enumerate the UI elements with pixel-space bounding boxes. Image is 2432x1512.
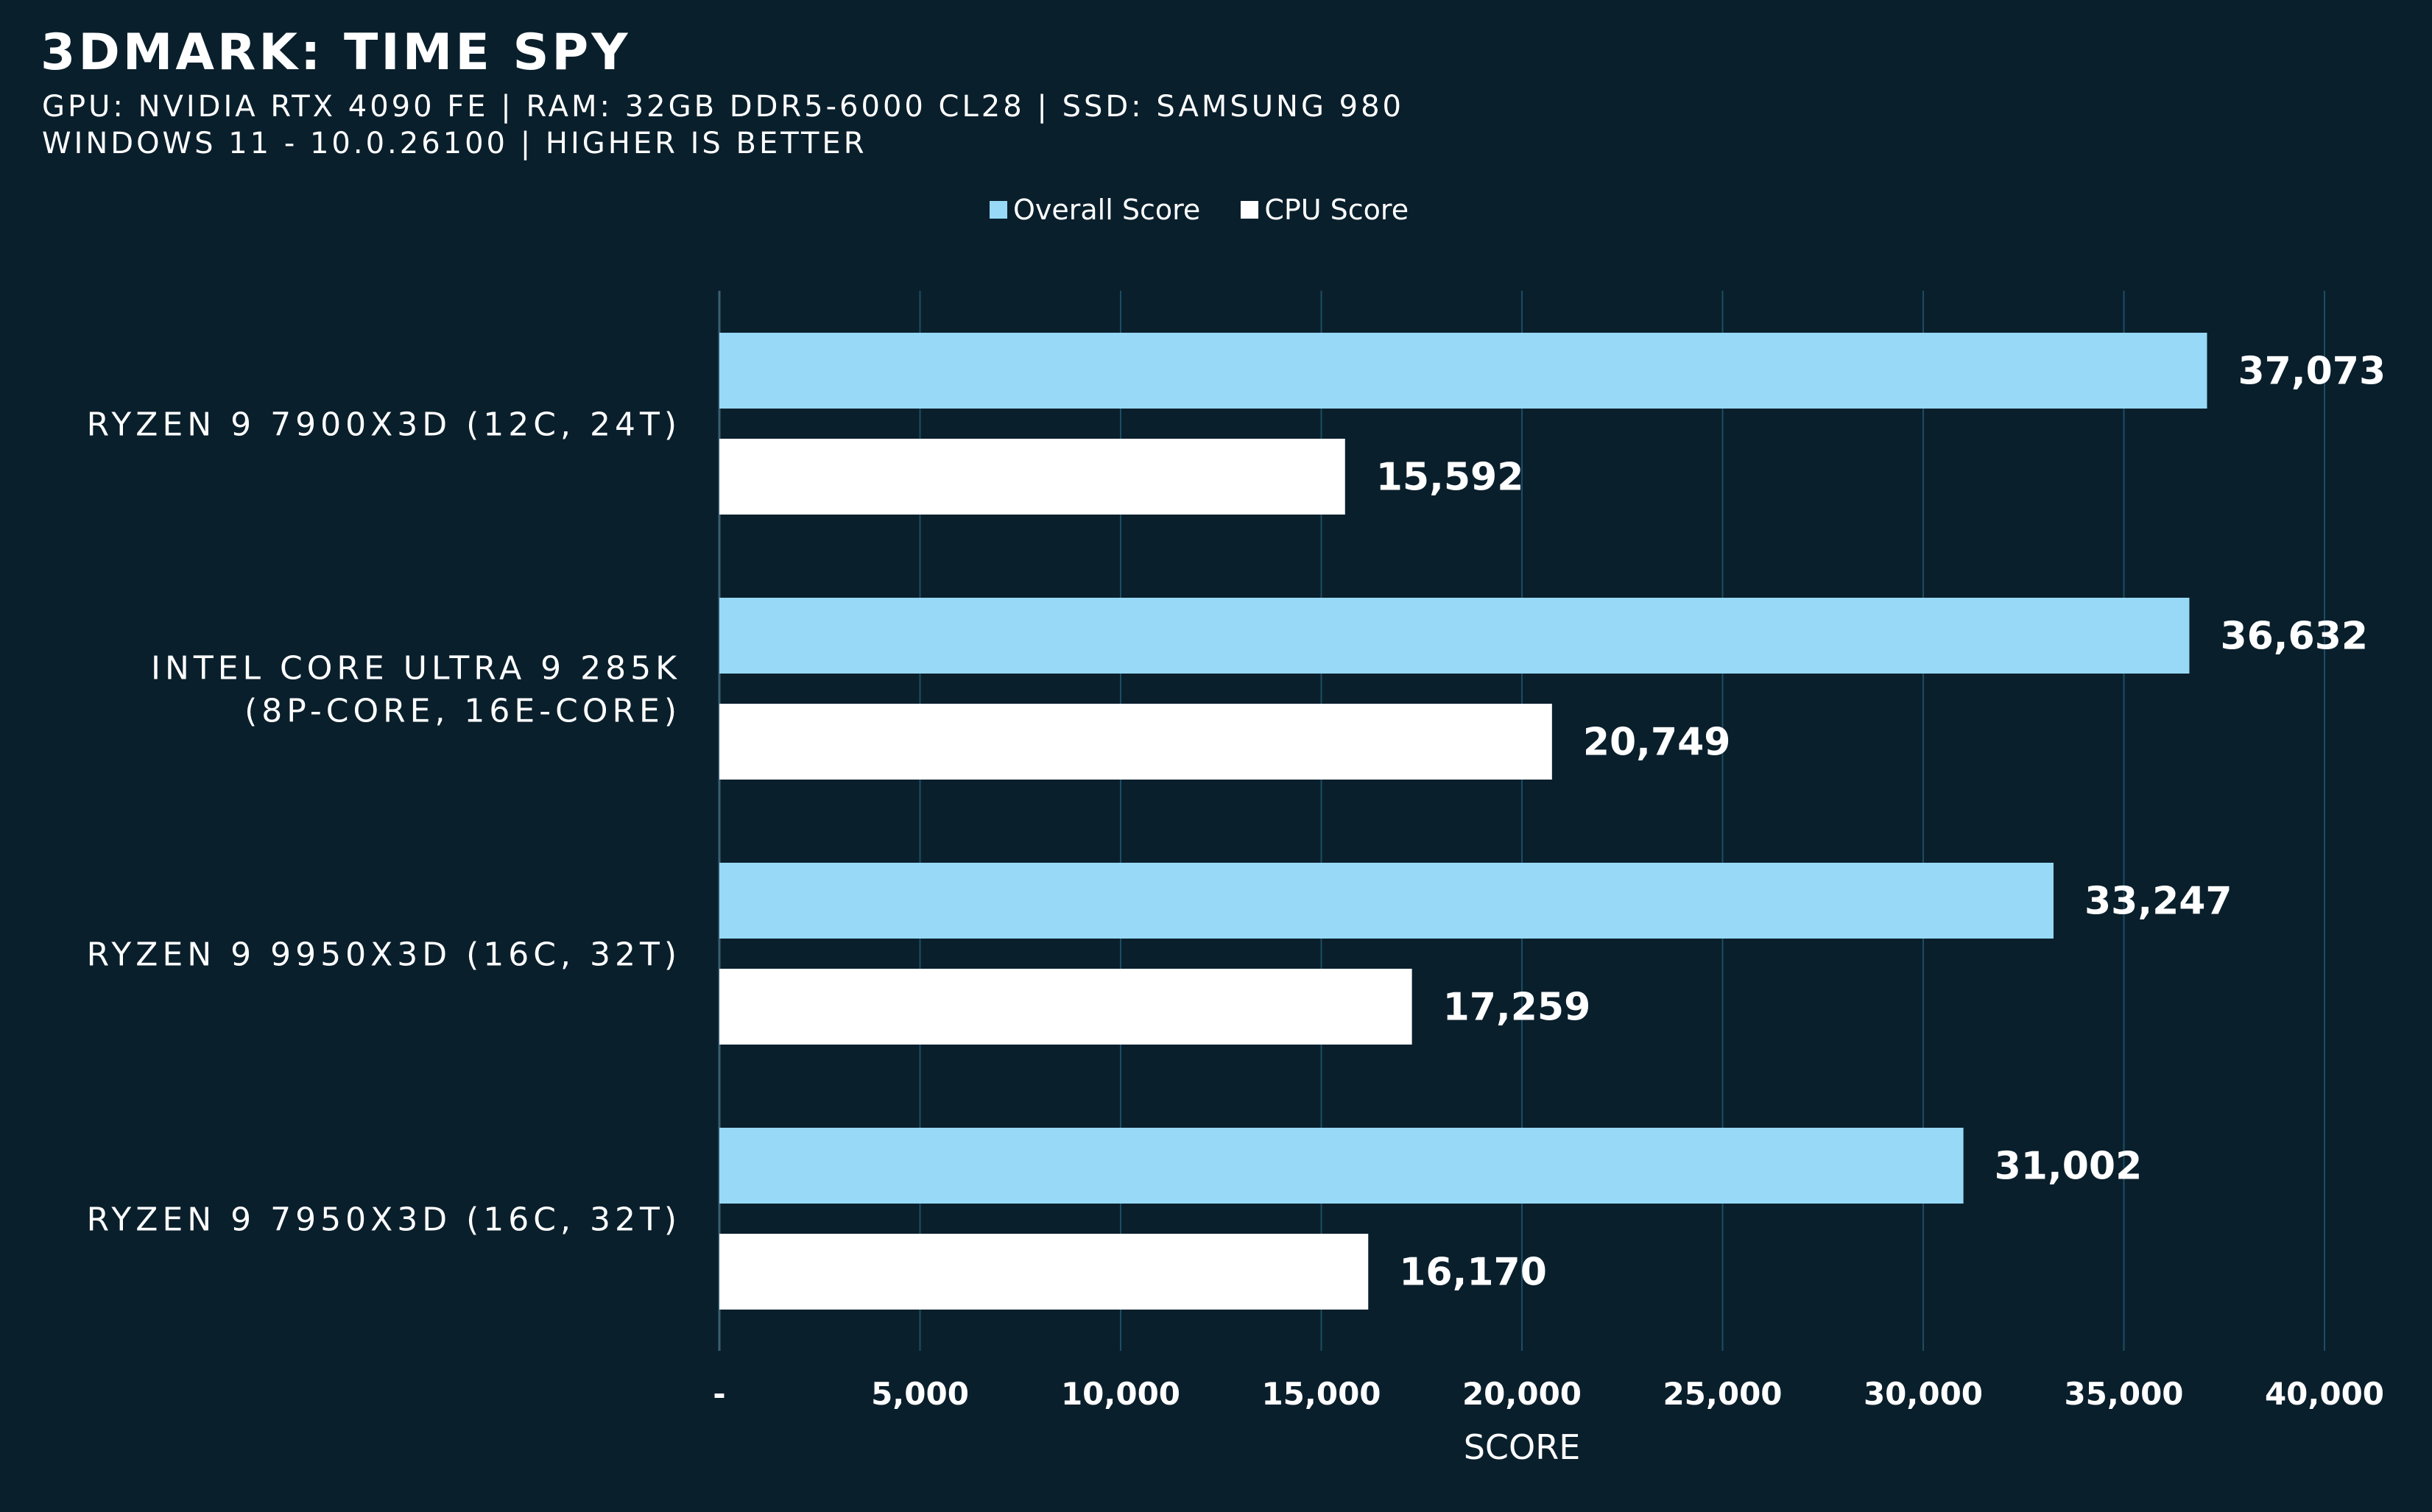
legend-label-cpu: CPU Score <box>1264 194 1409 226</box>
x-axis-label: SCORE <box>1464 1427 1581 1467</box>
x-tick-label: 5,000 <box>871 1376 969 1412</box>
x-tick-label: 35,000 <box>2064 1376 2183 1412</box>
data-label: 20,749 <box>1583 721 1731 765</box>
category-label: RYZEN 9 7950X3D (16C, 32T) <box>87 1201 681 1239</box>
chart-title: 3DMARK: TIME SPY <box>40 24 631 82</box>
bar-cpu-score <box>719 439 1345 515</box>
x-tick-label: 25,000 <box>1663 1376 1782 1412</box>
chart-subtitle-line-2: WINDOWS 11 - 10.0.26100 | HIGHER IS BETT… <box>42 127 867 160</box>
bar-cpu-score <box>719 704 1552 780</box>
x-tick-label: 30,000 <box>1864 1376 1983 1412</box>
x-tick-label: 20,000 <box>1462 1376 1582 1412</box>
x-tick-label: - <box>713 1376 725 1412</box>
bar-overall-score <box>719 333 2207 409</box>
data-label: 15,592 <box>1376 456 1524 500</box>
data-label: 33,247 <box>2084 880 2232 924</box>
bar-cpu-score <box>719 969 1412 1045</box>
bar-cpu-score <box>719 1234 1369 1310</box>
category-label: (8P-CORE, 16E-CORE) <box>244 693 681 730</box>
legend-swatch-overall <box>990 201 1007 219</box>
data-label: 16,170 <box>1399 1251 1547 1295</box>
data-label: 36,632 <box>2220 615 2368 659</box>
x-tick-label: 40,000 <box>2265 1376 2384 1412</box>
legend-swatch-cpu <box>1241 201 1259 219</box>
bar-overall-score <box>719 598 2190 674</box>
x-tick-label: 15,000 <box>1261 1376 1381 1412</box>
chart-legend: Overall Score CPU Score <box>990 194 1449 226</box>
bar-overall-score <box>719 1128 1964 1204</box>
category-label: INTEL CORE ULTRA 9 285K <box>151 650 681 688</box>
category-label: RYZEN 9 9950X3D (16C, 32T) <box>87 936 681 974</box>
x-tick-label: 10,000 <box>1061 1376 1180 1412</box>
legend-item-cpu: CPU Score <box>1241 194 1409 226</box>
chart-subtitle-line-1: GPU: NVIDIA RTX 4090 FE | RAM: 32GB DDR5… <box>42 90 1405 124</box>
category-label: RYZEN 9 7900X3D (12C, 24T) <box>87 406 681 444</box>
data-label: 31,002 <box>1995 1145 2143 1189</box>
bar-overall-score <box>719 863 2054 939</box>
data-label: 17,259 <box>1443 986 1591 1030</box>
legend-label-overall: Overall Score <box>1013 194 1201 226</box>
legend-item-overall: Overall Score <box>990 194 1200 226</box>
data-label: 37,073 <box>2238 350 2386 394</box>
